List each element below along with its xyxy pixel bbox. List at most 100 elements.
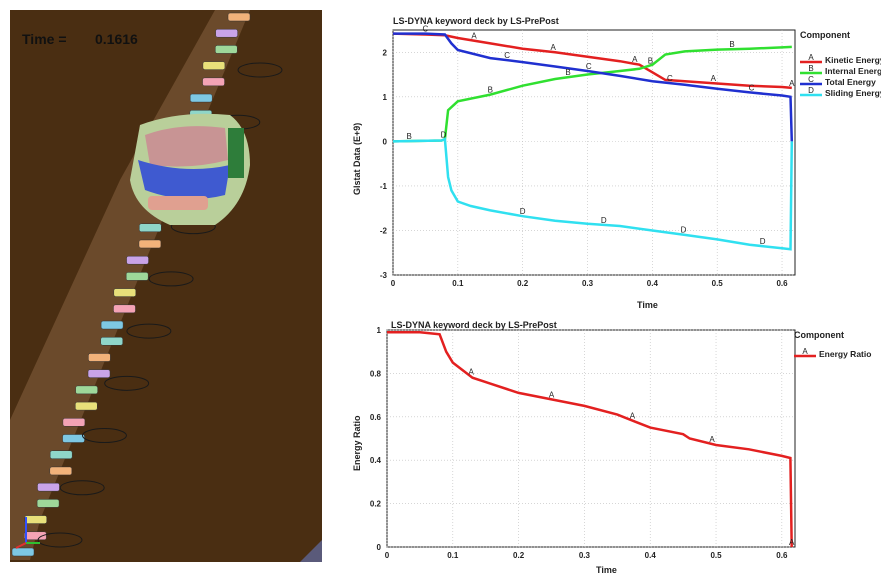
sim-block xyxy=(11,547,35,557)
series-marker-energy-ratio: A xyxy=(549,390,555,399)
y-tick-label: -2 xyxy=(380,226,388,235)
sim-block xyxy=(75,401,98,411)
y-tick-label: 0 xyxy=(383,137,388,146)
legend-marker-energy-ratio: A xyxy=(802,347,808,356)
sim-block xyxy=(49,450,73,459)
sim-block xyxy=(125,272,149,281)
sim-block xyxy=(202,61,226,70)
chart1-ylabel: Glstat Data (E+9) xyxy=(352,123,362,195)
x-tick-label: 0.6 xyxy=(776,279,788,288)
legend-label-total-energy: Total Energy xyxy=(825,77,876,87)
sim-block xyxy=(49,466,73,476)
sim-block xyxy=(139,223,162,233)
x-tick-label: 0.5 xyxy=(712,279,724,288)
sim-block xyxy=(87,369,111,378)
x-tick-label: 0.4 xyxy=(647,279,659,288)
x-tick-label: 0 xyxy=(391,279,396,288)
x-tick-label: 0.2 xyxy=(513,551,525,560)
sim-car-door xyxy=(228,128,244,178)
sim-car-roof xyxy=(145,126,228,167)
simulation-view: Time = 0.1616 xyxy=(10,10,322,562)
sim-car-bumper xyxy=(148,196,208,210)
chart2-ylabel: Energy Ratio xyxy=(352,415,362,471)
sim-axis-triad xyxy=(15,517,40,549)
chart2-plot-area xyxy=(386,329,796,548)
x-tick-label: 0.1 xyxy=(452,279,464,288)
x-tick-label: 0.5 xyxy=(710,551,722,560)
sim-block xyxy=(100,336,123,346)
legend-label-energy-ratio: Energy Ratio xyxy=(819,349,871,359)
y-tick-label: 0.8 xyxy=(370,369,382,378)
series-marker-sliding-energy: D xyxy=(760,237,766,246)
y-tick-label: 0 xyxy=(377,543,382,552)
series-marker-total-energy: C xyxy=(667,74,673,83)
sim-block xyxy=(37,482,60,492)
x-tick-label: 0.4 xyxy=(645,551,657,560)
chart2-title: LS-DYNA keyword deck by LS-PrePost xyxy=(391,320,557,330)
y-tick-label: 2 xyxy=(383,48,388,57)
legend-marker-kinetic-energy: A xyxy=(808,53,814,62)
series-marker-sliding-energy: D xyxy=(601,216,607,225)
chart1-xlabel: Time xyxy=(637,300,658,310)
sim-car xyxy=(130,113,250,225)
chart2-legend-title: Component xyxy=(794,330,844,340)
sim-time-value: 0.1616 xyxy=(95,31,138,47)
chart1-series-markers: A A A A A B B B B B C C C C C D D D D D xyxy=(407,25,796,247)
sim-block xyxy=(88,353,111,362)
sim-block xyxy=(215,45,238,54)
x-tick-label: 0 xyxy=(385,551,390,560)
sim-block xyxy=(227,12,251,22)
chart2-xlabel: Time xyxy=(596,565,617,573)
chart1-grid xyxy=(392,30,795,276)
series-marker-energy-ratio: A xyxy=(469,368,475,377)
x-tick-label: 0.2 xyxy=(517,279,529,288)
series-marker-energy-ratio: A xyxy=(709,435,715,444)
y-tick-label: 1 xyxy=(383,93,388,102)
chart2-legend: A Energy Ratio xyxy=(794,347,871,359)
sim-block xyxy=(62,418,86,427)
sim-block xyxy=(75,385,98,395)
sim-coil xyxy=(37,532,83,548)
legend-marker-sliding-energy: D xyxy=(808,86,814,95)
sim-block xyxy=(113,288,137,297)
sim-block xyxy=(215,28,238,38)
series-marker-internal-energy: B xyxy=(407,132,412,141)
chart2-grid xyxy=(386,329,795,548)
chart1-legend: A Kinetic Energy B Internal Energy C Total En… xyxy=(800,53,881,98)
series-marker-total-energy: C xyxy=(504,51,510,60)
y-tick-label: -1 xyxy=(380,182,388,191)
x-tick-label: 0.6 xyxy=(776,551,788,560)
chart2-ticks: 0 0.1 0.2 0.3 0.4 0.5 0.6 0 0.2 0.4 0.6 0.8 1 xyxy=(370,326,788,560)
series-marker-kinetic-energy: A xyxy=(711,74,717,83)
sim-time-label: Time = xyxy=(22,31,67,47)
legend-marker-total-energy: C xyxy=(808,75,814,84)
sim-block xyxy=(62,434,85,443)
series-marker-sliding-energy: D xyxy=(520,207,526,216)
sim-car-glass xyxy=(138,160,230,199)
y-tick-label: 0.6 xyxy=(370,413,382,422)
sim-coil xyxy=(237,62,283,78)
energy-ratio-chart: LS-DYNA keyword deck by LS-PrePost 0 0.1 0… xyxy=(352,320,871,573)
series-marker-internal-energy: B xyxy=(488,86,493,95)
chart1-legend-title: Component xyxy=(800,30,850,40)
sim-block xyxy=(24,531,47,541)
series-marker-kinetic-energy: A xyxy=(632,55,638,64)
chart1-title: LS-DYNA keyword deck by LS-PrePost xyxy=(393,16,559,26)
chart2-series-markers: A A A A A xyxy=(469,368,795,547)
y-tick-label: 1 xyxy=(377,326,382,335)
series-marker-sliding-energy: D xyxy=(441,131,447,140)
sim-coil xyxy=(104,375,150,391)
legend-label-kinetic-energy: Kinetic Energy xyxy=(825,55,881,65)
series-marker-kinetic-energy: A xyxy=(550,43,556,52)
sim-block xyxy=(113,304,136,314)
sim-block xyxy=(36,499,60,508)
series-marker-energy-ratio: A xyxy=(789,538,795,547)
x-tick-label: 0.1 xyxy=(447,551,459,560)
chart1-series-lines xyxy=(392,32,794,251)
sim-block xyxy=(24,515,47,524)
legend-label-internal-energy: Internal Energy xyxy=(825,66,881,76)
sim-block xyxy=(202,77,225,87)
series-line-kinetic-energy xyxy=(392,32,792,90)
series-marker-energy-ratio: A xyxy=(630,412,636,421)
series-marker-total-energy: C xyxy=(423,25,429,34)
